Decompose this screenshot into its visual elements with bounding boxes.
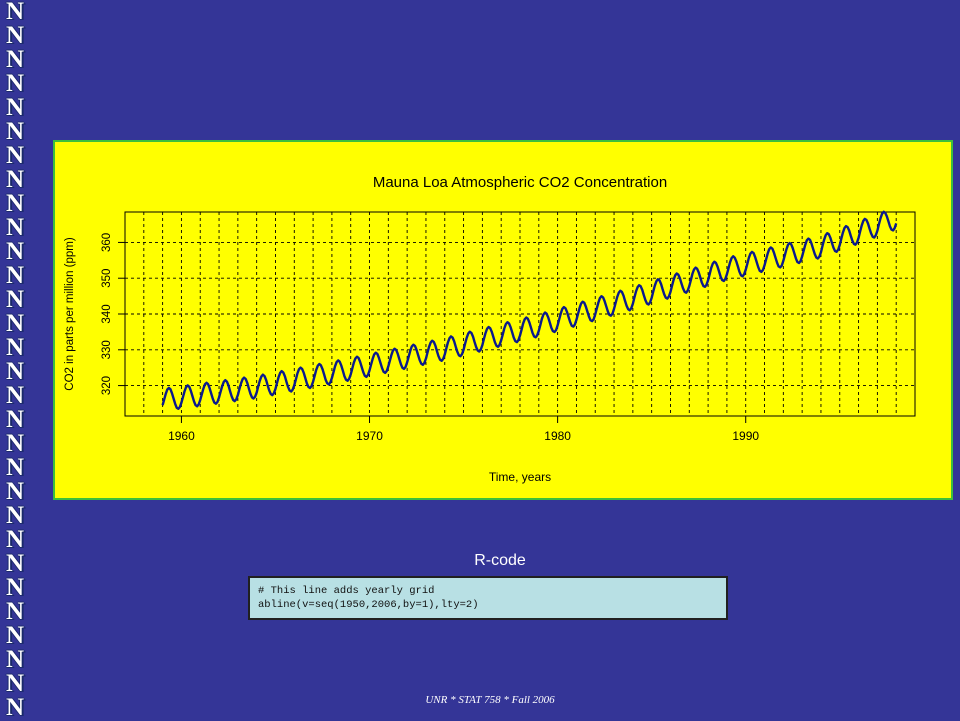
n-logo-icon: N	[1, 262, 29, 289]
n-logo-letter: N	[5, 190, 25, 217]
n-logo-icon: N	[1, 646, 29, 673]
n-logo-icon: N	[1, 214, 29, 241]
code-line: # This line adds yearly grid	[258, 585, 435, 597]
n-logo-letter: N	[5, 118, 25, 145]
n-logo-letter: N	[5, 406, 25, 433]
y-tick-label: 330	[101, 340, 113, 359]
co2-series-line	[161, 210, 898, 410]
section-title: R-code	[474, 552, 526, 569]
n-logo-letter: N	[5, 310, 25, 337]
n-logo-icon: N	[1, 334, 29, 361]
n-logo-icon: N	[1, 46, 29, 73]
y-tick-label: 360	[101, 233, 113, 252]
n-logo-icon: N	[1, 454, 29, 481]
n-logo-letter: N	[5, 70, 25, 97]
chart-title: Mauna Loa Atmospheric CO2 Concentration	[373, 174, 667, 191]
n-logo-icon: N	[1, 238, 29, 265]
n-logo-icon: N	[1, 190, 29, 217]
n-logo-icon: N	[1, 0, 29, 25]
n-logo-icon: N	[1, 430, 29, 457]
n-logo-icon: N	[1, 406, 29, 433]
n-logo-icon: N	[1, 310, 29, 337]
n-logo-letter: N	[5, 382, 25, 409]
n-logo-letter: N	[5, 502, 25, 529]
n-logo-letter: N	[5, 670, 25, 697]
n-logo-icon: N	[1, 694, 29, 721]
n-logo-letter: N	[5, 262, 25, 289]
n-logo-letter: N	[5, 622, 25, 649]
n-logo-icon: N	[1, 166, 29, 193]
n-logo-letter: N	[5, 22, 25, 49]
n-logo-icon: N	[1, 22, 29, 49]
n-logo-letter: N	[5, 142, 25, 169]
n-logo-letter: N	[5, 238, 25, 265]
n-logo-letter: N	[5, 334, 25, 361]
x-tick-label: 1980	[544, 429, 571, 443]
n-logo-letter: N	[5, 598, 25, 625]
n-logo-letter: N	[5, 478, 25, 505]
code-line: abline(v=seq(1950,2006,by=1),lty=2)	[258, 599, 479, 611]
y-tick-label: 350	[101, 269, 113, 288]
series-layer	[161, 210, 898, 410]
code-box: # This line adds yearly grid abline(v=se…	[248, 576, 728, 620]
n-logo-icon: N	[1, 286, 29, 313]
n-logo-letter: N	[5, 0, 25, 25]
n-logo-letter: N	[5, 574, 25, 601]
x-tick-label: 1990	[732, 429, 759, 443]
n-logo-letter: N	[5, 94, 25, 121]
n-logo-letter: N	[5, 214, 25, 241]
n-logo-icon: N	[1, 94, 29, 121]
co2-chart: Mauna Loa Atmospheric CO2 Concentration …	[64, 174, 916, 484]
n-logo-letter: N	[5, 358, 25, 385]
n-logo-letter: N	[5, 166, 25, 193]
n-logo-icon: N	[1, 358, 29, 385]
n-logo-letter: N	[5, 286, 25, 313]
x-tick-label: 1970	[356, 429, 383, 443]
chart-panel: Mauna Loa Atmospheric CO2 Concentration …	[53, 140, 953, 500]
n-logo-icon: N	[1, 622, 29, 649]
n-logo-letter: N	[5, 550, 25, 577]
n-logo-letter: N	[5, 694, 25, 721]
x-tick-label: 1960	[168, 429, 195, 443]
n-logo-icon: N	[1, 502, 29, 529]
n-logo-icon: N	[1, 70, 29, 97]
y-tick-label: 340	[101, 304, 113, 323]
n-logo-letter: N	[5, 646, 25, 673]
n-logo-letter: N	[5, 46, 25, 73]
axes: 1960 1970 1980 1990 320 330 340 350 360	[101, 211, 916, 443]
n-logo-icon: N	[1, 526, 29, 553]
n-logo-letter: N	[5, 430, 25, 457]
n-logo-icon: N	[1, 670, 29, 697]
n-logo-icon: N	[1, 142, 29, 169]
footer-text: UNR * STAT 758 * Fall 2006	[425, 694, 555, 706]
n-logo-letter: N	[5, 526, 25, 553]
n-logo-icon: N	[1, 478, 29, 505]
y-tick-label: 320	[101, 376, 113, 395]
n-logo-icon: N	[1, 598, 29, 625]
n-logo-icon: N	[1, 382, 29, 409]
grid-lines	[124, 212, 916, 416]
n-logo-icon: N	[1, 574, 29, 601]
y-axis-label: CO2 in parts per million (ppm)	[64, 237, 76, 391]
x-axis-label: Time, years	[489, 470, 551, 484]
n-logo-letter: N	[5, 454, 25, 481]
n-logo-icon: N	[1, 118, 29, 145]
n-logo-icon: N	[1, 550, 29, 577]
